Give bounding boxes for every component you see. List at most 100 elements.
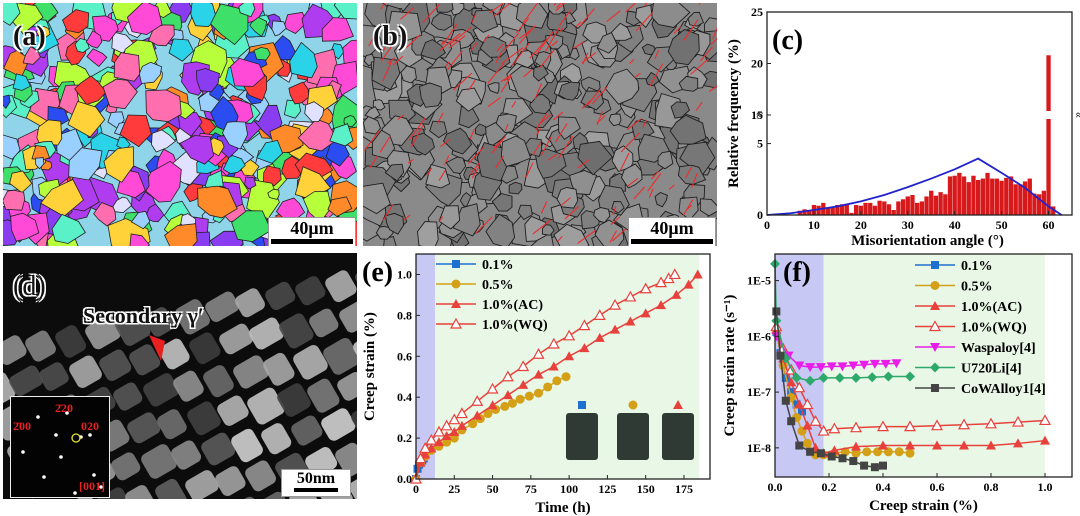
grain xyxy=(533,64,549,82)
histogram-bar xyxy=(914,202,920,215)
gamma-prime-particle xyxy=(321,408,356,441)
histogram-bar xyxy=(839,204,845,215)
data-point xyxy=(578,319,591,331)
x-tick-label: 175 xyxy=(675,482,693,496)
grain xyxy=(500,135,532,167)
twin-boundary xyxy=(620,132,641,153)
data-point xyxy=(894,447,904,457)
grain xyxy=(179,135,215,165)
gamma-prime-particle xyxy=(335,442,357,477)
twin-boundary xyxy=(504,124,509,132)
grain xyxy=(687,12,704,27)
grain xyxy=(289,41,318,79)
twin-boundary xyxy=(627,177,639,187)
spot-label: 020 xyxy=(81,419,99,433)
data-point xyxy=(827,452,836,461)
panel-label: (c) xyxy=(772,25,803,56)
data-point xyxy=(883,371,894,382)
twin-boundary xyxy=(649,63,664,87)
grain xyxy=(429,120,448,139)
twin-boundary xyxy=(442,23,458,45)
legend-marker xyxy=(931,384,939,392)
data-point xyxy=(594,332,605,342)
data-point xyxy=(986,440,996,450)
twin-boundary xyxy=(392,55,404,66)
grain xyxy=(246,179,280,220)
creep-specimen xyxy=(617,413,649,460)
twin-boundary xyxy=(529,38,548,59)
grain xyxy=(138,61,163,84)
twin-boundary xyxy=(564,206,580,220)
twin-boundary xyxy=(475,216,493,234)
histogram-bar xyxy=(990,178,995,215)
grain xyxy=(608,113,622,127)
twin-boundary xyxy=(682,199,694,217)
histogram-bar xyxy=(947,176,953,215)
twin-boundary xyxy=(552,111,564,121)
y-axis-label: Relative frequency (%) xyxy=(726,39,742,188)
data-point xyxy=(561,372,571,382)
legend-marker xyxy=(452,260,460,268)
grain xyxy=(491,193,513,212)
twin-boundary xyxy=(548,153,557,161)
twin-boundary xyxy=(506,32,520,48)
grain xyxy=(657,150,674,170)
scale-bar: 40μm xyxy=(628,217,716,246)
scale-bar-label: 50nm xyxy=(296,470,336,487)
twin-boundary xyxy=(500,75,512,93)
data-point xyxy=(876,420,890,432)
data-point xyxy=(891,359,902,369)
data-point xyxy=(905,448,915,458)
gamma-prime-particle xyxy=(231,428,263,463)
data-point xyxy=(543,382,553,392)
twin-boundary xyxy=(668,184,675,190)
histogram-bar xyxy=(1018,184,1023,215)
y-tick-label: 0.0 xyxy=(397,472,412,486)
chart-e: 0 25 50 75 100 125 150 175 0.0 0.2 0.4 0.6 0.8 1.0 Tim… xyxy=(362,253,711,516)
gamma-prime-particle xyxy=(265,281,296,311)
twin-boundary xyxy=(642,119,647,128)
data-point xyxy=(984,417,998,429)
twin-boundary xyxy=(438,169,447,181)
gamma-prime-particle xyxy=(307,378,340,413)
y-tick-label: 1.0 xyxy=(397,267,412,281)
spot-label: 2̄20 xyxy=(55,401,73,415)
data-point xyxy=(448,413,461,425)
grain xyxy=(321,17,354,42)
diffraction-spot xyxy=(92,473,96,477)
data-point xyxy=(609,298,622,310)
data-point xyxy=(1011,415,1025,427)
scale-bar: 40μm xyxy=(268,217,356,246)
twin-boundary xyxy=(536,31,554,55)
random-distribution-curve xyxy=(766,157,1063,216)
data-point xyxy=(692,269,703,279)
twin-boundary xyxy=(544,27,560,53)
x-tick-label: 0.4 xyxy=(876,480,891,494)
gamma-prime-particle xyxy=(3,372,16,408)
grain xyxy=(517,204,533,221)
twin-boundary xyxy=(493,136,507,149)
x-tick-label: 75 xyxy=(525,482,537,496)
grain xyxy=(445,156,467,174)
grain xyxy=(635,4,653,29)
grain xyxy=(474,123,487,137)
twin-boundary xyxy=(511,100,517,108)
diffraction-spot xyxy=(65,411,69,415)
legend-marker xyxy=(930,301,940,310)
histogram-bar xyxy=(863,202,868,215)
grain xyxy=(580,90,605,111)
twin-boundary xyxy=(467,146,485,165)
x-axis-label: Creep strain (%) xyxy=(869,498,978,514)
histogram-bar xyxy=(1013,184,1018,215)
grain xyxy=(249,16,268,38)
grain xyxy=(699,198,717,217)
grain xyxy=(329,123,354,147)
grain xyxy=(679,141,716,177)
histogram-bar xyxy=(966,182,971,215)
data-point xyxy=(802,420,813,430)
grain xyxy=(435,3,454,13)
data-point xyxy=(867,372,878,383)
histogram-bar xyxy=(985,172,990,215)
twin-boundary xyxy=(634,72,641,78)
grain xyxy=(524,215,548,242)
